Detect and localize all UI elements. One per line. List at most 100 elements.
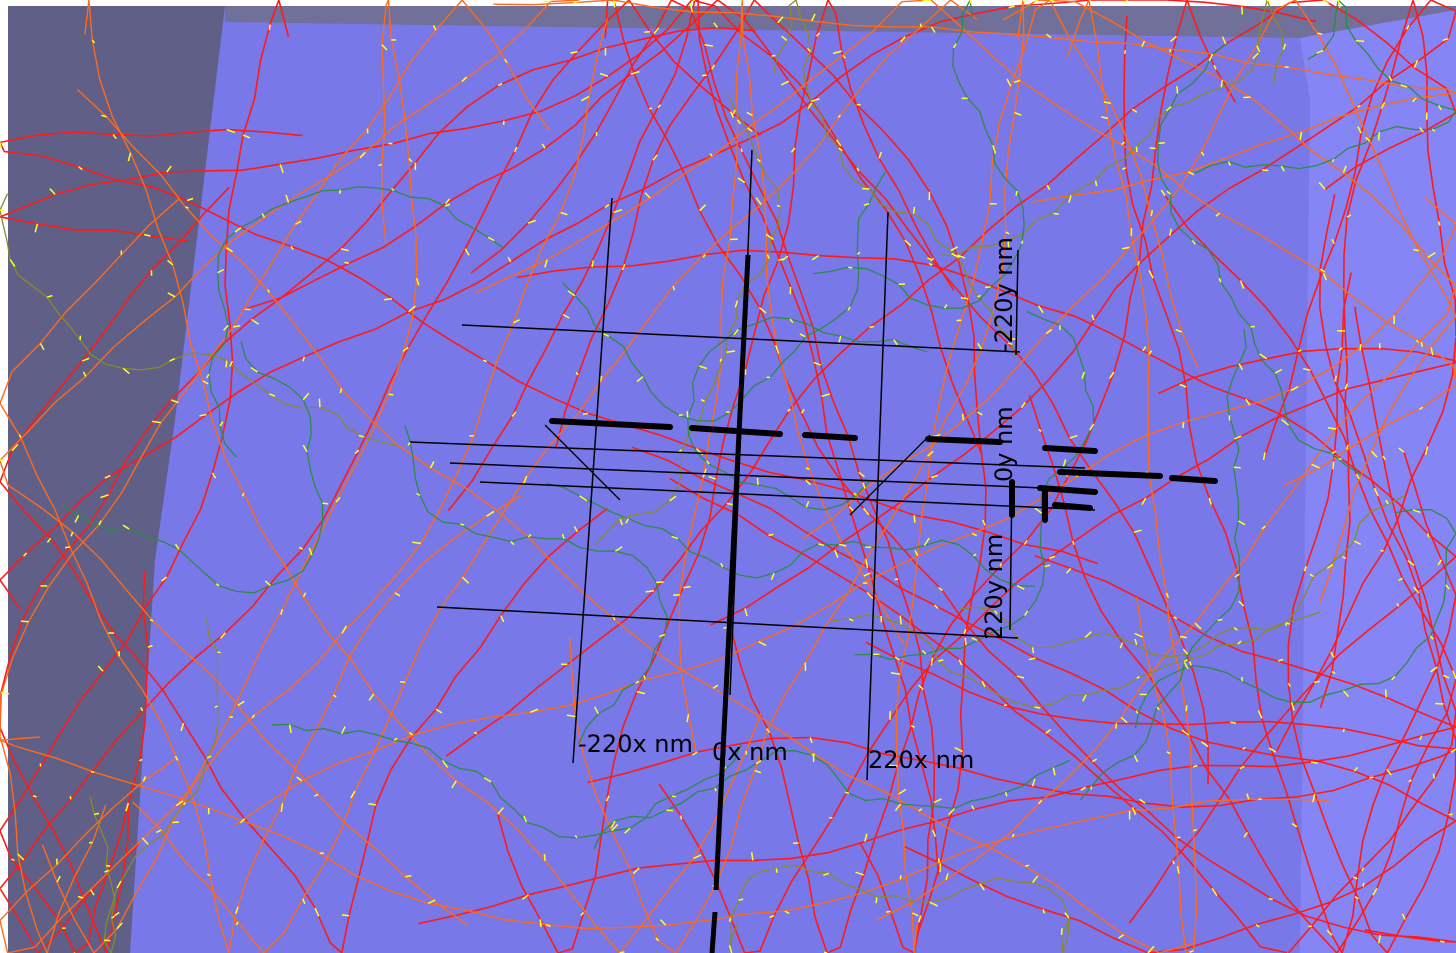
hit-marker — [1282, 43, 1287, 50]
hit-marker — [1025, 864, 1030, 868]
hit-marker — [848, 618, 854, 622]
hit-marker — [141, 837, 149, 845]
hit-marker — [1413, 248, 1419, 252]
hit-marker — [805, 467, 810, 471]
hit-marker — [838, 147, 843, 152]
hit-marker — [1377, 131, 1381, 141]
hit-marker — [1450, 748, 1456, 753]
hit-marker — [460, 523, 465, 526]
hit-marker — [341, 625, 348, 634]
hit-marker — [560, 211, 568, 216]
hit-marker — [1142, 346, 1147, 352]
hit-marker — [813, 361, 821, 366]
hit-marker — [1372, 888, 1378, 896]
hit-marker — [1122, 167, 1127, 170]
track-line — [772, 0, 1016, 357]
hit-marker — [170, 399, 179, 404]
hit-marker — [186, 197, 194, 202]
hit-marker — [954, 746, 963, 753]
hit-marker — [599, 72, 609, 78]
hit-marker — [811, 254, 820, 261]
hit-marker — [712, 684, 719, 689]
hit-marker — [1354, 896, 1359, 900]
hit-marker — [733, 328, 739, 336]
axis-dash — [689, 425, 783, 437]
hit-marker — [1400, 84, 1408, 88]
hit-marker — [1258, 353, 1268, 360]
hit-marker — [1166, 190, 1172, 195]
hit-marker — [726, 350, 736, 353]
hit-marker — [863, 202, 870, 206]
hit-marker — [167, 259, 174, 266]
hit-marker — [678, 414, 683, 417]
hit-marker — [648, 107, 653, 110]
hit-marker — [893, 339, 898, 346]
hit-marker — [219, 632, 226, 639]
hit-marker — [678, 449, 683, 453]
hit-marker — [1238, 520, 1246, 526]
hit-marker — [513, 319, 520, 324]
left-wall-lower — [8, 560, 155, 953]
hit-marker — [781, 255, 789, 261]
hit-marker — [938, 659, 944, 662]
hit-marker — [483, 776, 492, 783]
hit-marker — [1188, 661, 1192, 666]
hit-marker — [693, 854, 702, 860]
hit-marker — [1131, 108, 1138, 113]
hit-marker — [580, 95, 590, 102]
hit-marker — [1136, 675, 1140, 680]
hit-marker — [736, 119, 742, 125]
hit-marker — [1448, 813, 1453, 816]
hit-marker — [1239, 765, 1245, 770]
hit-marker — [1175, 328, 1183, 333]
hit-marker — [878, 151, 883, 159]
hit-marker — [1398, 447, 1405, 453]
hit-marker — [904, 239, 912, 247]
hit-marker — [1227, 161, 1231, 166]
track-line — [1066, 0, 1198, 953]
hit-marker — [522, 894, 529, 900]
hit-marker — [1431, 128, 1436, 132]
hit-marker — [835, 139, 842, 147]
hit-marker — [1072, 540, 1075, 545]
hit-marker — [567, 290, 576, 297]
hit-marker — [34, 223, 39, 233]
hit-marker — [225, 360, 228, 368]
hit-marker — [1268, 747, 1277, 753]
hit-marker — [1442, 674, 1450, 679]
hit-marker — [185, 206, 189, 209]
hit-marker — [625, 518, 630, 524]
hit-marker — [636, 690, 646, 695]
hit-marker — [1380, 102, 1386, 109]
hit-marker — [1406, 24, 1410, 30]
hit-marker — [302, 592, 307, 598]
hit-marker — [1038, 428, 1042, 432]
hit-marker — [1084, 631, 1092, 638]
hit-marker — [427, 899, 436, 905]
hit-marker — [302, 898, 306, 905]
hit-marker — [1004, 791, 1008, 797]
hit-marker — [823, 872, 830, 876]
hit-marker — [340, 248, 349, 252]
hit-marker — [1386, 768, 1392, 776]
hit-marker — [295, 220, 302, 225]
hit-marker — [1365, 136, 1371, 142]
hit-marker — [111, 915, 115, 919]
hit-marker — [702, 254, 706, 258]
hit-marker — [610, 820, 616, 829]
measurement-grid — [409, 149, 1096, 953]
hit-marker — [333, 694, 337, 698]
track-line — [876, 0, 1456, 921]
hit-marker — [653, 27, 660, 35]
hit-marker — [1008, 5, 1015, 9]
hit-marker — [671, 535, 679, 540]
hit-marker — [889, 764, 898, 767]
hit-marker — [1217, 618, 1223, 622]
hit-marker — [766, 254, 770, 259]
hit-marker — [1430, 347, 1434, 356]
hit-marker — [1052, 767, 1056, 776]
hit-marker — [734, 300, 739, 308]
hit-marker — [574, 834, 578, 839]
hit-marker — [1149, 146, 1156, 150]
